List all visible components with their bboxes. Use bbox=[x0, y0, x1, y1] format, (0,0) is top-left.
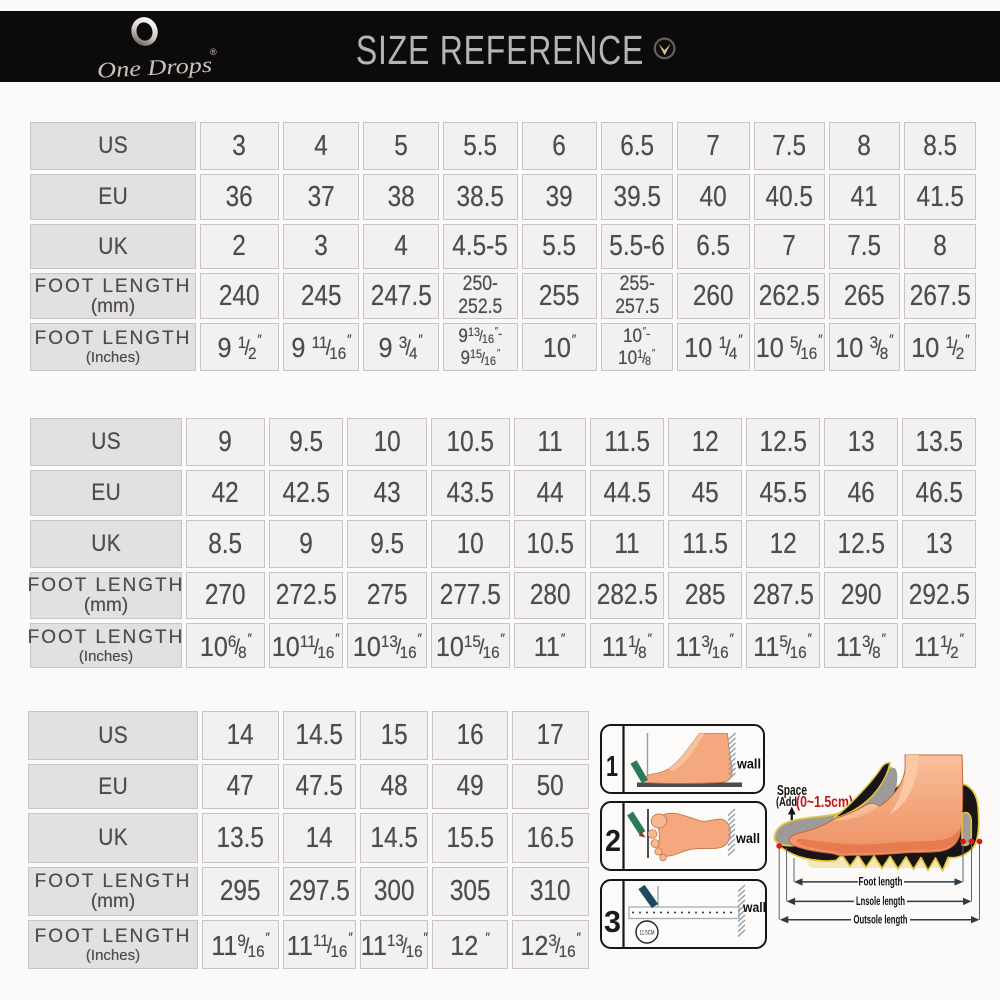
svg-text:Space: Space bbox=[777, 782, 807, 799]
svg-text:(Add: (Add bbox=[776, 794, 797, 809]
svg-text:Outsole length: Outsole length bbox=[854, 915, 908, 927]
svg-text:wall: wall bbox=[736, 756, 761, 772]
svg-text:®: ® bbox=[210, 47, 217, 57]
svg-text:11.5CM: 11.5CM bbox=[640, 931, 655, 937]
svg-text:One Drops: One Drops bbox=[96, 52, 212, 82]
svg-text:(0~1.5cm): (0~1.5cm) bbox=[796, 794, 853, 811]
svg-text:Foot length: Foot length bbox=[859, 877, 903, 889]
svg-text:2: 2 bbox=[605, 823, 621, 858]
svg-text:3: 3 bbox=[604, 904, 621, 939]
svg-text:1: 1 bbox=[606, 751, 618, 783]
svg-text:wall: wall bbox=[742, 899, 766, 915]
svg-text:wall: wall bbox=[735, 830, 760, 846]
svg-text:Lnsole length: Lnsole length bbox=[856, 896, 905, 908]
